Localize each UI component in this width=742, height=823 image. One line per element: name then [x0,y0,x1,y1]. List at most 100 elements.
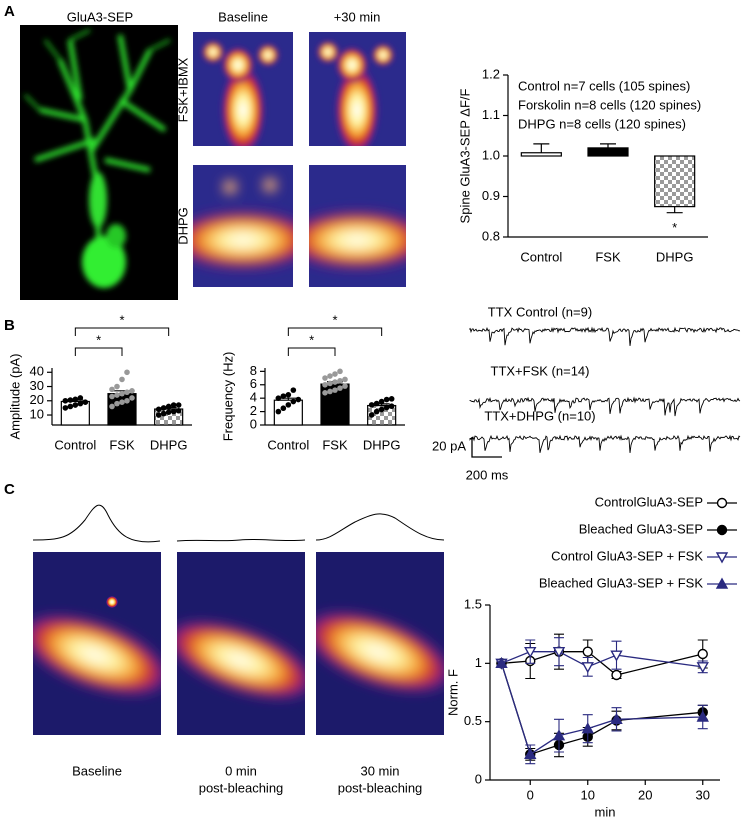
data-point [610,650,623,662]
row-label: DHPG [175,207,190,245]
trace-label: TTX Control (n=9) [488,304,592,319]
data-point [77,400,84,407]
data-point [124,369,130,376]
image-title: GluA3-SEP [67,9,133,24]
y-tick-label: 0 [250,416,257,431]
data-point [327,388,333,395]
data-point [552,729,566,741]
significance-bracket [74,327,170,336]
data-point [109,386,115,393]
annotation: DHPG n=8 cells (120 spines) [518,116,686,131]
significance-mark: * [332,312,337,327]
legend-label: Bleached GluA3-SEP + FSK [539,575,703,590]
data-point [373,400,380,407]
data-point [280,405,287,412]
image-caption: Baseline [72,763,122,778]
data-point [322,390,328,396]
data-point [388,396,395,402]
data-point [170,408,177,415]
data-point [322,381,328,388]
x-axis-label: min [595,804,616,819]
y-tick-label: 1.0 [482,147,500,162]
scale-label: 20 pA [432,438,466,453]
y-axis-label: Spine GluA3-SEP ΔF/F [457,88,472,223]
data-point [524,747,537,760]
error-bar [600,143,616,148]
data-point [378,398,385,405]
data-point [160,410,167,417]
data-point [62,397,69,404]
bar [587,147,629,157]
significance-mark: * [96,332,101,347]
legend-marker [715,577,729,589]
trace-label: TTX+DHPG (n=10) [484,408,595,423]
x-tick-label: FSK [109,437,135,452]
y-tick-label: 0.8 [482,228,500,243]
image-title: +30 min [334,9,381,24]
data-point [610,712,623,725]
data-point [124,389,130,396]
y-axis-label: Norm. F [445,669,460,716]
legend-marker [716,524,728,536]
intensity-profile [176,538,306,542]
data-point [611,669,622,681]
heatmap-image [316,552,444,735]
y-tick-label: 30 [30,378,44,393]
bar [654,155,696,208]
data-point [275,408,282,415]
data-point [285,402,292,408]
current-trace [469,396,741,417]
data-point [332,371,338,377]
data-point [175,407,182,414]
series-line [500,663,703,756]
x-tick-label: 30 [696,787,710,802]
x-tick-label: 0 [527,787,534,802]
data-point [62,405,69,411]
data-point [170,402,177,408]
data-point [290,387,297,393]
data-point [295,396,302,403]
data-point [342,376,348,383]
heatmap-image [33,552,161,735]
data-point [337,385,343,391]
heatmap-image [193,32,293,146]
scale-label: 200 ms [466,467,509,482]
y-tick-label: 4 [250,390,257,405]
data-point [155,412,162,418]
legend-label: ControlGluA3-SEP [595,494,703,509]
bar [520,152,562,157]
error-bar [533,143,550,153]
y-tick-label: 0.5 [464,713,482,728]
heatmap-image [193,165,293,287]
panel-label: A [4,3,15,20]
data-point [368,412,375,418]
significance-mark: * [672,220,677,235]
data-point [332,379,338,385]
data-point [165,409,172,415]
y-tick-label: 2 [250,403,257,418]
series-line [500,663,703,756]
data-point [119,399,125,406]
data-point [337,368,343,375]
data-point [114,383,120,390]
x-tick-label: Control [267,437,309,452]
image-title: Baseline [218,9,268,24]
data-point [165,403,172,410]
significance-bracket [74,347,123,356]
data-point [175,402,182,408]
y-tick-label: 6 [250,376,257,391]
series-line [501,651,703,668]
data-point [114,392,120,398]
data-point [67,397,74,403]
data-point [337,377,343,384]
y-tick-label: 0 [475,771,482,786]
data-point [495,656,508,669]
y-tick-label: 20 [30,392,44,407]
trace-label: TTX+FSK (n=14) [491,363,590,378]
legend-marker [715,552,729,564]
row-label: FSK+IBMX [175,57,190,122]
data-point [582,646,593,657]
legend-marker [716,497,728,509]
data-point [388,403,395,410]
